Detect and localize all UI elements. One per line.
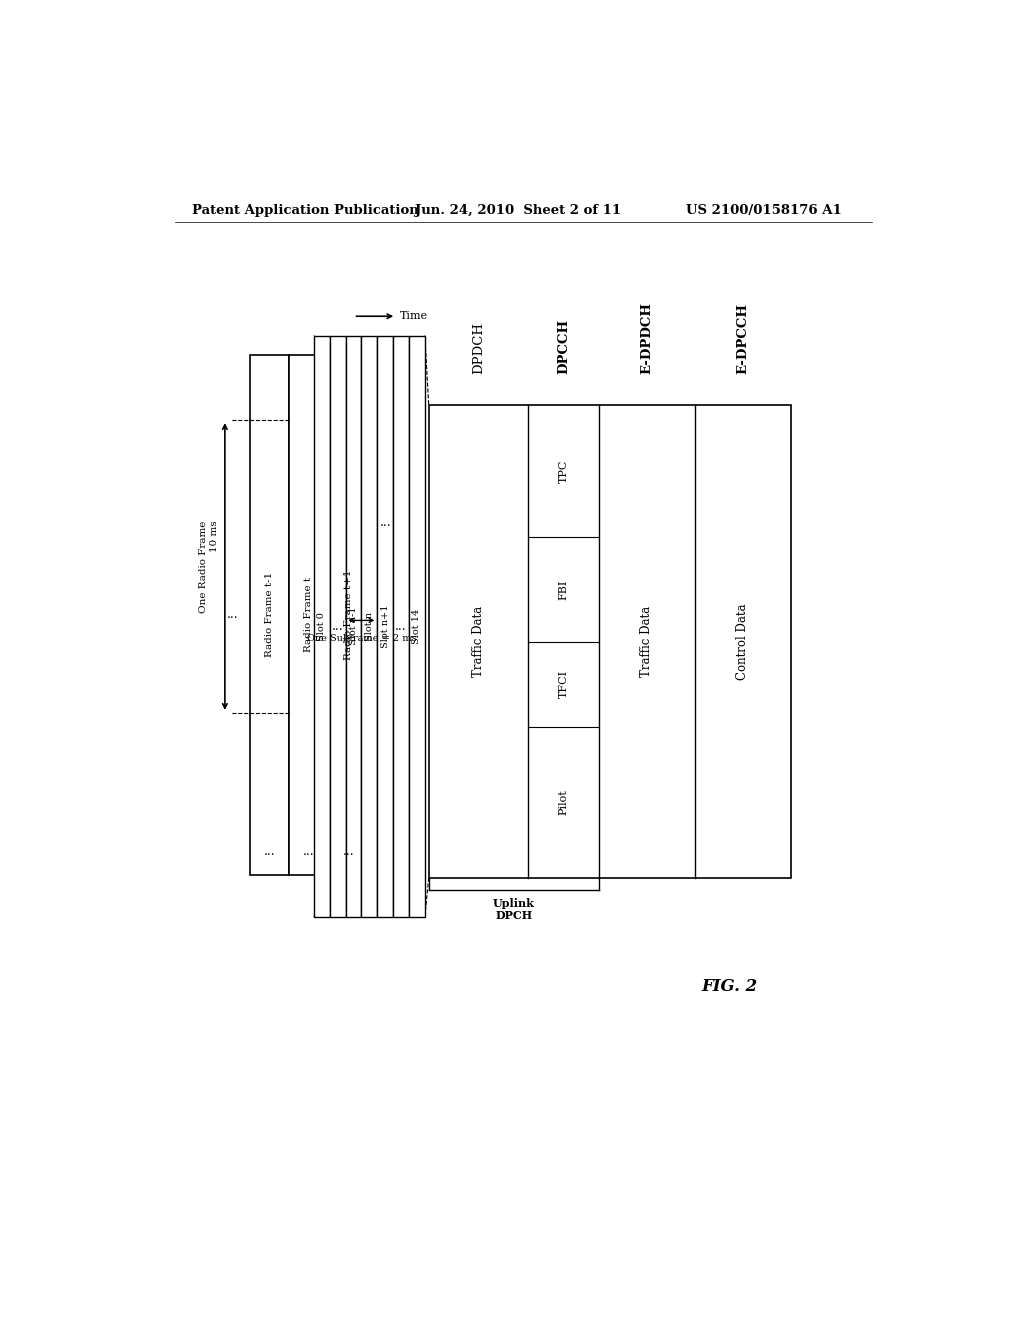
Text: ...: ... [332,619,344,632]
Bar [377,335,393,917]
Text: DPCCH: DPCCH [557,319,570,374]
Text: Uplink
DPCH: Uplink DPCH [493,898,535,921]
Bar [393,335,409,917]
Text: TPC: TPC [558,459,568,483]
Bar [250,355,289,875]
Text: ...: ... [380,516,391,529]
Text: Slot 14: Slot 14 [413,609,422,644]
Text: Radio Frame t-1: Radio Frame t-1 [265,572,274,657]
Text: ...: ... [303,845,314,858]
Text: Slot 0: Slot 0 [317,611,327,640]
Text: Traffic Data: Traffic Data [472,606,485,677]
Bar [429,405,791,878]
Text: Patent Application Publication: Patent Application Publication [193,205,419,218]
Text: Control Data: Control Data [736,603,750,680]
Text: One Radio Frame
10 ms: One Radio Frame 10 ms [200,520,219,612]
Bar [361,335,377,917]
Bar [329,355,369,875]
Text: Slot n-1: Slot n-1 [349,607,358,645]
Bar [289,355,329,875]
Text: TFCI: TFCI [558,671,568,698]
Text: ...: ... [226,609,239,622]
Text: Time: Time [400,312,428,321]
Text: Pilot: Pilot [558,789,568,816]
Bar [346,335,361,917]
Text: FBI: FBI [558,579,568,599]
Text: Jun. 24, 2010  Sheet 2 of 11: Jun. 24, 2010 Sheet 2 of 11 [415,205,621,218]
Text: Slot n+1: Slot n+1 [381,605,390,648]
Bar [314,335,330,917]
Bar [409,335,425,917]
Text: E-DPDCH: E-DPDCH [640,302,653,374]
Text: DPDCH: DPDCH [472,322,485,374]
Bar [330,335,346,917]
Text: E-DPCCH: E-DPCCH [736,304,750,374]
Text: ...: ... [395,619,407,632]
Text: FIG. 2: FIG. 2 [701,978,758,995]
Text: Radio Frame t: Radio Frame t [304,577,313,652]
Text: US 2100/0158176 A1: US 2100/0158176 A1 [686,205,842,218]
Text: Traffic Data: Traffic Data [640,606,653,677]
Text: One Subframe = 2 ms: One Subframe = 2 ms [306,635,417,643]
Text: ...: ... [343,845,354,858]
Text: Radio Frame t+1: Radio Frame t+1 [344,569,353,660]
Text: ...: ... [263,845,275,858]
Text: Slot n: Slot n [365,611,374,640]
